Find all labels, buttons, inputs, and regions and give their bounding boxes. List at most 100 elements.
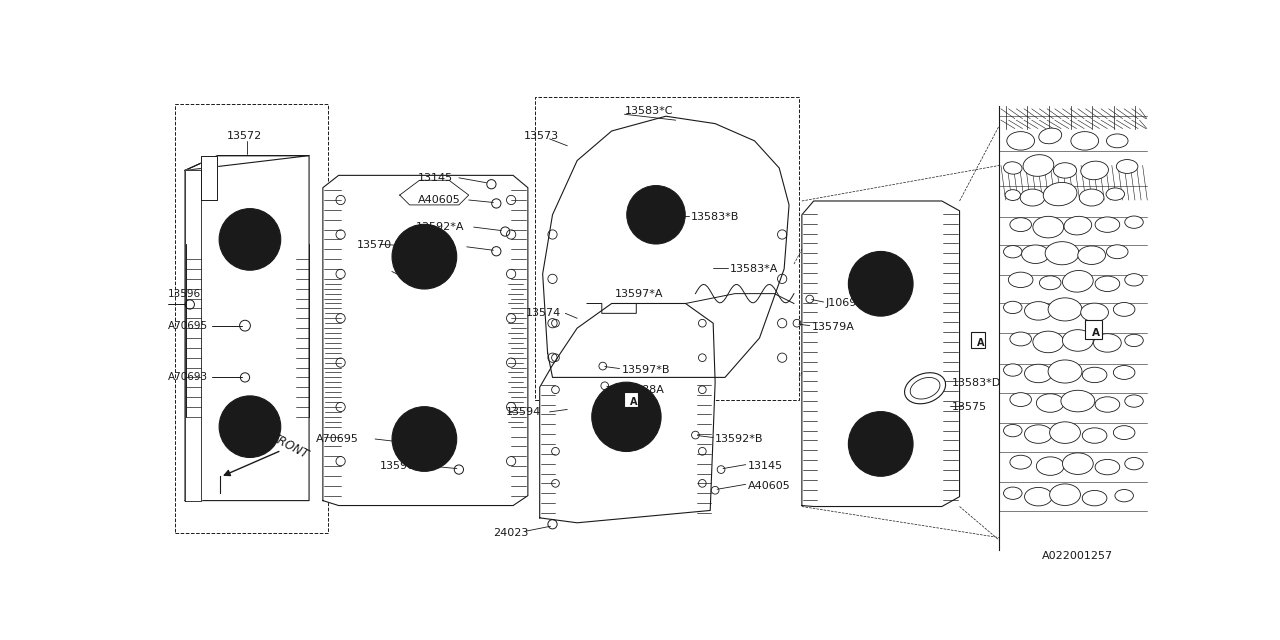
Text: 13579A: 13579A — [812, 322, 855, 332]
Ellipse shape — [1071, 132, 1098, 150]
Text: 13570: 13570 — [356, 241, 392, 250]
Text: A40605: A40605 — [417, 195, 461, 205]
Ellipse shape — [1093, 333, 1121, 352]
Ellipse shape — [1096, 217, 1120, 232]
Text: J10693: J10693 — [826, 298, 864, 308]
Ellipse shape — [1024, 301, 1052, 320]
Ellipse shape — [1004, 246, 1021, 258]
Ellipse shape — [1096, 276, 1120, 291]
Circle shape — [872, 275, 890, 293]
Bar — [175, 104, 328, 532]
Ellipse shape — [1023, 155, 1053, 177]
Circle shape — [849, 252, 913, 316]
Ellipse shape — [1021, 245, 1050, 264]
Ellipse shape — [1096, 460, 1120, 475]
Ellipse shape — [1050, 422, 1080, 444]
Ellipse shape — [1125, 274, 1143, 286]
Circle shape — [614, 404, 639, 429]
Ellipse shape — [1080, 303, 1108, 321]
Polygon shape — [540, 303, 716, 523]
Polygon shape — [184, 170, 201, 500]
Ellipse shape — [1080, 161, 1108, 180]
Text: 13573: 13573 — [524, 131, 559, 141]
Circle shape — [244, 421, 255, 432]
Circle shape — [402, 416, 448, 462]
Polygon shape — [201, 156, 218, 200]
Circle shape — [392, 225, 457, 289]
Text: 13583*C: 13583*C — [625, 106, 673, 116]
Text: A: A — [630, 397, 637, 407]
Circle shape — [244, 234, 255, 245]
Text: A022001257: A022001257 — [1042, 551, 1114, 561]
Bar — [991, 86, 1147, 555]
Text: A40605: A40605 — [748, 481, 791, 491]
Ellipse shape — [1125, 395, 1143, 407]
Text: 13596: 13596 — [380, 461, 415, 471]
Circle shape — [413, 246, 435, 268]
Ellipse shape — [1106, 245, 1128, 259]
Circle shape — [636, 196, 676, 234]
Polygon shape — [323, 175, 527, 506]
Ellipse shape — [1039, 276, 1061, 290]
Ellipse shape — [1007, 132, 1034, 150]
Ellipse shape — [1106, 188, 1125, 200]
Ellipse shape — [1062, 453, 1093, 474]
Text: 13574: 13574 — [526, 308, 561, 318]
Ellipse shape — [1083, 428, 1107, 444]
Bar — [972, 332, 986, 348]
Text: 13592*B: 13592*B — [716, 434, 764, 444]
Ellipse shape — [1010, 455, 1032, 469]
Text: 24023: 24023 — [493, 527, 529, 538]
Ellipse shape — [1037, 457, 1064, 476]
Text: A: A — [977, 338, 984, 348]
Ellipse shape — [1004, 301, 1021, 314]
Text: J10645: J10645 — [622, 410, 660, 419]
Polygon shape — [543, 116, 788, 378]
Ellipse shape — [1033, 331, 1064, 353]
Ellipse shape — [1096, 397, 1120, 412]
Circle shape — [402, 234, 448, 280]
Ellipse shape — [1125, 216, 1143, 228]
Text: 13597*B: 13597*B — [622, 365, 669, 375]
Ellipse shape — [905, 372, 946, 404]
Text: 13145: 13145 — [748, 461, 783, 471]
Ellipse shape — [1079, 189, 1103, 206]
Ellipse shape — [1039, 128, 1061, 144]
Text: 13583*B: 13583*B — [690, 212, 739, 222]
Text: 13588A: 13588A — [622, 385, 664, 395]
Circle shape — [648, 207, 664, 223]
Polygon shape — [801, 201, 960, 506]
Bar — [625, 392, 639, 407]
Text: A70695: A70695 — [168, 321, 209, 331]
Circle shape — [872, 435, 890, 453]
Ellipse shape — [1106, 134, 1128, 148]
Ellipse shape — [1005, 189, 1020, 200]
Ellipse shape — [1010, 218, 1032, 232]
Ellipse shape — [1004, 424, 1021, 436]
Circle shape — [227, 404, 273, 450]
Polygon shape — [399, 180, 468, 205]
Ellipse shape — [1048, 298, 1082, 321]
Text: FRONT: FRONT — [270, 431, 311, 461]
Circle shape — [219, 396, 280, 458]
Ellipse shape — [1062, 271, 1093, 292]
Text: 13572: 13572 — [228, 131, 262, 141]
Text: 13145: 13145 — [417, 173, 453, 183]
Ellipse shape — [1114, 365, 1135, 380]
Ellipse shape — [1010, 332, 1032, 346]
Ellipse shape — [1020, 189, 1044, 206]
Ellipse shape — [1024, 364, 1052, 383]
Ellipse shape — [1115, 490, 1133, 502]
Text: A70695: A70695 — [316, 434, 358, 444]
Ellipse shape — [1033, 216, 1064, 238]
Ellipse shape — [1010, 393, 1032, 406]
Ellipse shape — [1114, 426, 1135, 440]
Ellipse shape — [1037, 394, 1064, 412]
Text: 13596: 13596 — [168, 289, 201, 299]
Ellipse shape — [1053, 163, 1076, 178]
Text: 13575: 13575 — [952, 402, 987, 412]
Ellipse shape — [1046, 242, 1079, 265]
Circle shape — [227, 216, 273, 262]
Text: 13583*D: 13583*D — [952, 378, 1001, 388]
Bar — [1084, 321, 1102, 339]
